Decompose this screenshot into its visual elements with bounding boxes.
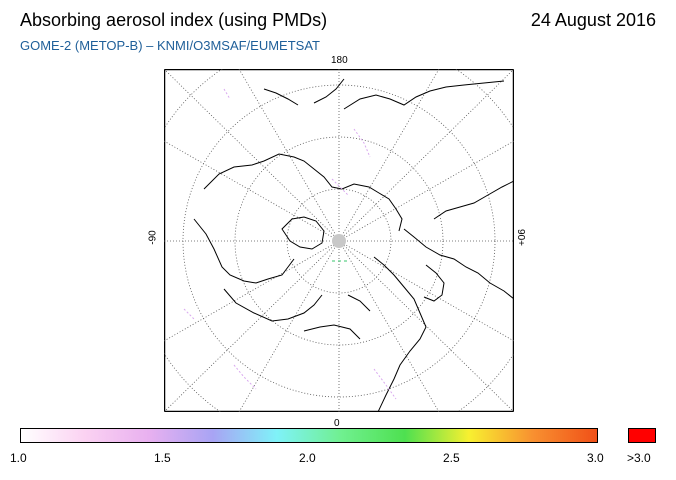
coastline xyxy=(433,180,514,220)
aerosol-trace xyxy=(353,128,371,158)
colorbar-tick-label: 1.0 xyxy=(10,451,27,465)
map-date: 24 August 2016 xyxy=(530,10,656,30)
aerosol-traces xyxy=(183,88,397,400)
coastline xyxy=(313,78,345,104)
meridian xyxy=(164,69,514,412)
colorbar xyxy=(20,428,598,443)
coastline xyxy=(223,288,323,322)
colorbar-tick-label: 3.0 xyxy=(587,451,604,465)
latitude-circle xyxy=(286,188,392,294)
coastline xyxy=(403,228,514,300)
longitude-label-left: -90 xyxy=(147,230,159,245)
coastline xyxy=(281,216,325,250)
aerosol-trace xyxy=(373,368,397,400)
coastline xyxy=(193,218,295,284)
map-title: Absorbing aerosol index (using PMDs) xyxy=(20,10,328,30)
colorbar-tick-label: 1.5 xyxy=(154,451,171,465)
data-source-subtitle: GOME-2 (METOP-B) – KNMI/O3MSAF/EUMETSAT xyxy=(20,38,320,53)
meridian xyxy=(164,69,514,412)
missing-data-pole-disc xyxy=(332,234,346,248)
longitude-label-right: 90+ xyxy=(514,229,526,246)
coastline xyxy=(303,324,361,340)
polar-map xyxy=(164,69,514,412)
colorbar-overflow-label: >3.0 xyxy=(627,451,651,465)
coastline xyxy=(373,256,427,412)
longitude-label-bottom: 0 xyxy=(334,418,340,429)
coastline xyxy=(423,264,445,302)
coastline xyxy=(343,80,505,110)
coastlines xyxy=(193,78,514,412)
coastline xyxy=(347,294,371,312)
aerosol-trace xyxy=(233,364,257,390)
colorbar-overflow-box xyxy=(628,428,656,443)
aerosol-trace xyxy=(223,88,231,100)
colorbar-tick-label: 2.5 xyxy=(443,451,460,465)
coastline xyxy=(263,88,299,106)
coastline xyxy=(203,153,403,232)
longitude-label-top: 180 xyxy=(331,55,348,66)
colorbar-tick-label: 2.0 xyxy=(299,451,316,465)
